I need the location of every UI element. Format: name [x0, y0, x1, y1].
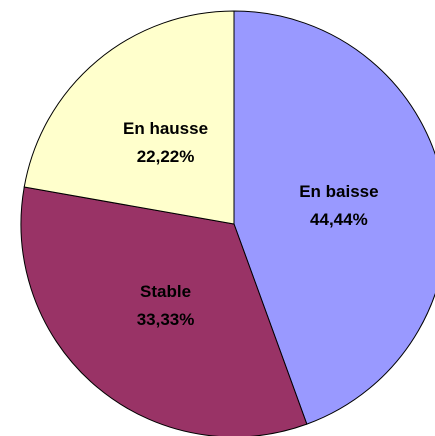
pie-slice: [23, 10, 235, 225]
pie-slice: [233, 10, 435, 425]
slice-value-label: 22,22%: [137, 147, 195, 166]
slice-label: En baisse: [299, 182, 378, 201]
pie-slice: [20, 186, 308, 436]
slice-label: Stable: [140, 282, 191, 301]
slice-value-label: 44,44%: [310, 210, 368, 229]
slice-label: En hausse: [123, 119, 208, 138]
slice-value-label: 33,33%: [137, 310, 195, 329]
